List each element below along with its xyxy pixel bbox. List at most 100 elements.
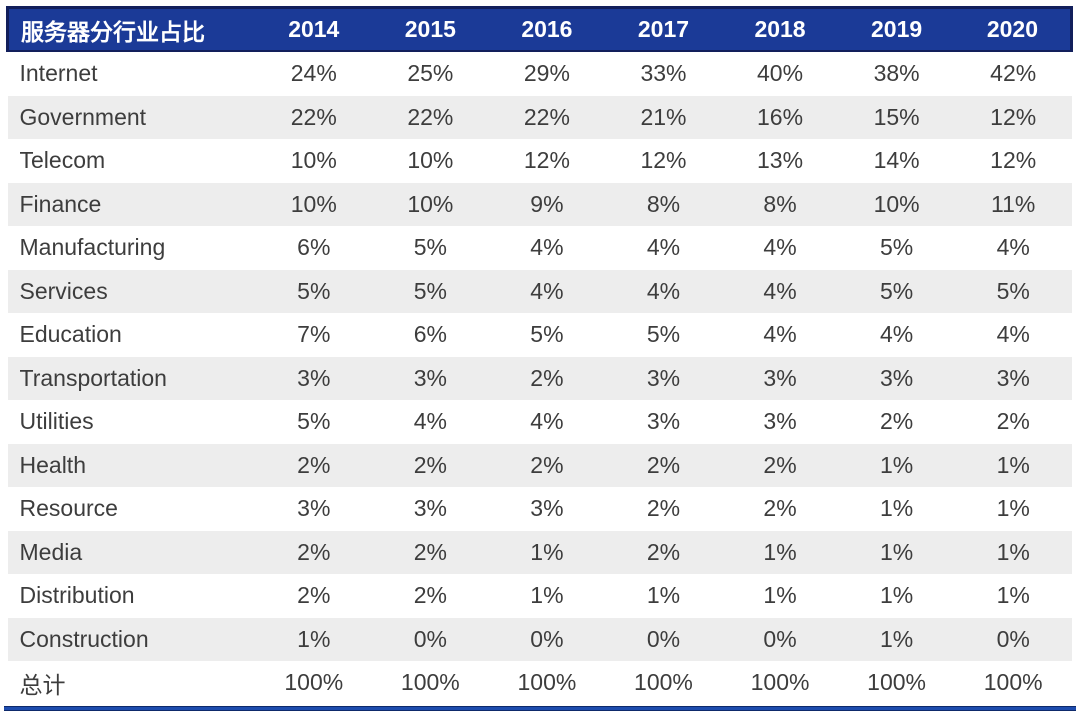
table-row: Finance 10% 10% 9% 8% 8% 10% 11% [7,182,1072,226]
table-title-cell: 服务器分行业占比 [6,6,256,52]
row-label: Health [19,451,86,478]
table-row: Media 2% 2% 1% 2% 1% 1% 1% [7,530,1072,574]
cell-value: 29% [523,60,570,87]
table-row: 总计 100% 100% 100% 100% 100% 100% 100% [8,661,1072,705]
cell-value: 4% [413,408,447,435]
cell-value: 5% [297,277,331,304]
cell-value: 7% [297,321,331,348]
cell-value: 1% [996,495,1030,522]
cell-value: 4% [879,321,914,348]
cell-value: 10% [290,147,337,174]
cell-value: 1% [646,582,681,609]
cell-value: 22% [523,103,570,130]
cell-value: 10% [407,190,454,217]
cell-value: 2% [763,495,797,522]
cell-value: 22% [290,103,337,130]
cell-value: 12% [523,147,570,174]
cell-value: 6% [413,321,447,348]
cell-value: 5% [646,321,681,348]
cell-value: 2% [996,408,1030,435]
cell-value: 3% [297,495,331,522]
cell-value: 4% [530,408,564,435]
cell-value: 14% [873,147,920,174]
cell-value: 3% [763,364,797,391]
cell-value: 100% [634,669,693,696]
table-row: Government 22% 22% 22% 21% 16% 15% 12% [7,95,1072,139]
cell-value: 8% [646,190,681,217]
year-header-2014: 2014 [255,6,373,52]
cell-value: 4% [530,234,564,261]
cell-value: 8% [763,190,797,217]
row-label: Construction [19,625,149,652]
cell-value: 5% [879,277,914,304]
cell-value: 22% [407,103,454,130]
cell-value: 16% [757,103,804,130]
row-label: 总计 [19,671,66,698]
year-header-2020: 2020 [954,6,1073,52]
cell-value: 10% [290,190,337,217]
table-row: Distribution 2% 2% 1% 1% 1% 1% 1% [8,574,1072,618]
cell-value: 3% [646,408,681,435]
cell-value: 11% [991,190,1036,217]
cell-value: 1% [297,625,331,652]
cell-value: 3% [879,364,914,391]
cell-value: 4% [646,234,681,261]
cell-value: 0% [763,625,797,652]
cell-value: 2% [297,582,331,609]
row-label: Distribution [19,582,135,609]
cell-value: 6% [297,234,331,261]
row-label: Government [19,103,147,130]
cell-value: 2% [530,451,564,478]
cell-value: 33% [640,60,687,87]
cell-value: 1% [530,582,564,609]
cell-value: 1% [763,582,797,609]
table-row: Manufacturing 6% 5% 4% 4% 4% 5% 4% [8,226,1072,270]
table-row: Health 2% 2% 2% 2% 2% 1% 1% [7,443,1072,487]
row-label: Utilities [19,408,94,435]
cell-value: 2% [297,538,331,565]
cell-value: 3% [996,364,1030,391]
cell-value: 100% [400,669,460,696]
cell-value: 0% [646,625,681,652]
year-header-2019: 2019 [838,6,955,52]
row-label: Resource [19,495,118,522]
cell-value: 1% [879,625,914,652]
cell-value: 2% [763,451,797,478]
cell-value: 13% [757,147,804,174]
cell-value: 21% [640,103,687,130]
table-row: Internet 24% 25% 29% 33% 40% 38% 42% [8,51,1072,96]
cell-value: 9% [530,190,564,217]
cell-value: 2% [413,451,447,478]
row-label: Education [19,321,122,348]
cell-value: 2% [646,538,681,565]
row-label: Manufacturing [19,234,166,261]
cell-value: 1% [763,538,797,565]
year-header-2017: 2017 [605,6,722,52]
table-row: Resource 3% 3% 3% 2% 2% 1% 1% [8,487,1072,531]
cell-value: 4% [646,277,681,304]
cell-value: 4% [763,321,797,348]
bottom-accent-line [4,705,1076,711]
cell-value: 3% [530,495,564,522]
cell-value: 0% [413,625,447,652]
year-header-2018: 2018 [721,6,839,52]
cell-value: 100% [983,669,1043,696]
cell-value: 5% [879,234,914,261]
cell-value: 24% [290,60,337,87]
table-body: Internet 24% 25% 29% 33% 40% 38% 42% Government 2… [7,51,1072,705]
cell-value: 2% [297,451,331,478]
cell-value: 5% [413,234,447,261]
cell-value: 1% [530,538,564,565]
cell-value: 3% [646,364,681,391]
cell-value: 100% [284,669,344,696]
cell-value: 2% [530,364,564,391]
row-label: Transportation [19,364,167,391]
row-label: Internet [19,60,98,87]
cell-value: 2% [879,408,914,435]
cell-value: 5% [530,321,564,348]
cell-value: 1% [879,538,914,565]
cell-value: 2% [646,451,681,478]
cell-value: 100% [750,669,810,696]
table-row: Construction 1% 0% 0% 0% 0% 1% 0% [7,617,1072,661]
